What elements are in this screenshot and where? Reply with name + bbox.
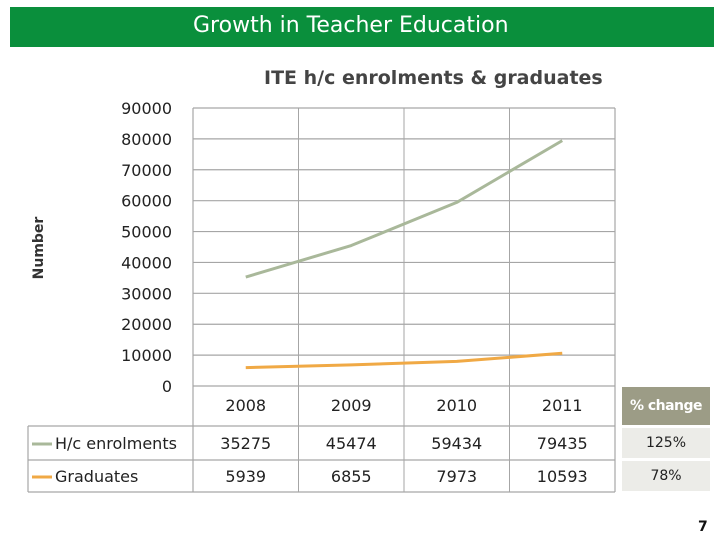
- data-value-label: 5939: [225, 467, 266, 486]
- y-tick-label: 50000: [121, 223, 172, 242]
- percent-change-enrolments: 125%: [622, 428, 710, 458]
- y-axis-label: Number: [31, 217, 47, 280]
- y-tick-label: 70000: [121, 161, 172, 180]
- y-tick-label: 10000: [121, 346, 172, 365]
- legend-label: H/c enrolments: [55, 434, 177, 453]
- y-tick-label: 40000: [121, 253, 172, 272]
- y-tick-label: 80000: [121, 130, 172, 149]
- data-value-label: 6855: [331, 467, 372, 486]
- series-line-graduates: [245, 351, 563, 370]
- y-tick-label: 30000: [121, 284, 172, 303]
- percent-change-table: % change 125% 78%: [622, 387, 710, 491]
- chart-title: ITE h/c enrolments & graduates: [264, 67, 603, 89]
- data-value-label: 7973: [436, 467, 477, 486]
- data-value-label: 59434: [431, 434, 482, 453]
- y-tick-label: 60000: [121, 192, 172, 211]
- x-category-label: 2011: [542, 396, 583, 415]
- x-category-label: 2009: [331, 396, 372, 415]
- x-category-label: 2008: [225, 396, 266, 415]
- y-tick-label: 0: [162, 377, 172, 396]
- slide-title: Growth in Teacher Education: [193, 13, 509, 38]
- page-number: 7: [698, 519, 708, 535]
- title-banner: Growth in Teacher Education: [10, 7, 714, 47]
- y-tick-label: 90000: [121, 99, 172, 118]
- data-value-label: 45474: [326, 434, 377, 453]
- y-tick-label: 20000: [121, 315, 172, 334]
- percent-change-header: % change: [622, 387, 710, 425]
- x-category-label: 2010: [436, 396, 477, 415]
- series-line-enrolments: [245, 139, 564, 279]
- data-value-label: 79435: [537, 434, 588, 453]
- data-value-label: 35275: [220, 434, 271, 453]
- legend-label: Graduates: [55, 467, 138, 486]
- percent-change-graduates: 78%: [622, 461, 710, 491]
- data-value-label: 10593: [537, 467, 588, 486]
